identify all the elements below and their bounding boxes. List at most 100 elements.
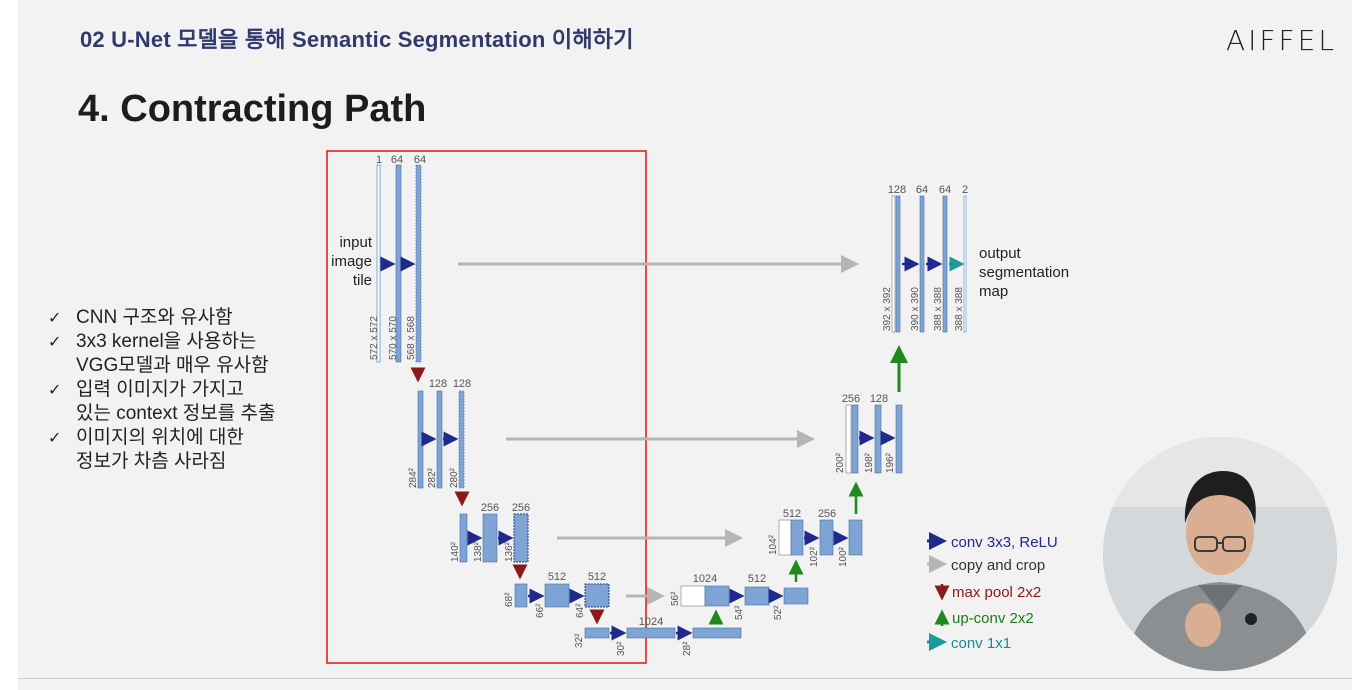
feature-map: [513, 513, 529, 563]
size-label: 200²: [835, 452, 846, 473]
feature-map: [680, 585, 706, 607]
size-label: 104²: [768, 534, 779, 555]
size-label: 66²: [535, 603, 546, 618]
slide-title: 4. Contracting Path: [78, 88, 427, 130]
feature-map: [845, 404, 852, 474]
size-label: 136²: [504, 541, 515, 562]
bullet-list: ✓ CNN 구조와 유사함 ✓ 3x3 kernel을 사용하는 VGG모델과 …: [48, 306, 275, 474]
feature-map: [514, 583, 528, 608]
size-label: 198²: [864, 452, 875, 473]
channel-label: 512: [548, 571, 566, 583]
size-label: 388 x 388: [933, 287, 944, 331]
feature-map: [819, 519, 834, 556]
check-icon: ✓: [48, 380, 62, 399]
feature-map: [692, 627, 742, 639]
size-label: 282²: [427, 467, 438, 488]
feature-map: [458, 390, 465, 489]
bullet-line: CNN 구조와 유사함: [76, 307, 233, 328]
channel-label: 128: [429, 378, 447, 390]
size-label: 68²: [504, 592, 515, 607]
bullet-line: 있는 context 정보를 추출: [76, 403, 276, 424]
size-label: 280²: [449, 467, 460, 488]
size-label: 568 x 568: [406, 316, 417, 360]
size-label: 52²: [773, 605, 784, 620]
channel-label: 256: [481, 502, 499, 514]
check-icon: ✓: [48, 332, 62, 351]
size-label: 138²: [473, 541, 484, 562]
size-label: 388 x 388: [954, 287, 965, 331]
bullet-line: 이미지의 위치에 대한: [76, 427, 244, 448]
channel-label: 128: [453, 378, 471, 390]
size-label: 56²: [670, 591, 681, 606]
size-label: 570 x 570: [388, 316, 399, 360]
bullet-item: ✓ CNN 구조와 유사함: [48, 306, 275, 330]
output-label-line: output: [979, 245, 1022, 262]
feature-map: [584, 627, 610, 639]
check-icon: ✓: [48, 428, 62, 447]
channel-label: 1024: [693, 573, 717, 585]
feature-map: [544, 583, 570, 608]
size-label: 392 x 392: [882, 287, 893, 331]
channel-label: 512: [783, 508, 801, 520]
channel-label: 64: [391, 154, 403, 166]
feature-map: [415, 164, 422, 363]
feature-map: [848, 519, 863, 556]
feature-map: [790, 519, 804, 556]
input-label-line: image: [331, 253, 372, 270]
channel-label: 2: [962, 184, 968, 196]
channel-label: 64: [939, 184, 951, 196]
legend-label: conv 1x1: [951, 635, 1011, 652]
bullet-line: VGG모델과 매우 유사함: [76, 355, 269, 376]
bullet-item: ✓ 이미지의 위치에 대한 정보가 차츰 사라짐: [48, 426, 275, 474]
bullet-line: 입력 이미지가 가지고: [76, 379, 244, 400]
presenter-webcam: [1103, 437, 1337, 671]
feature-map: [919, 195, 925, 333]
feature-map: [459, 513, 468, 563]
feature-map: [482, 513, 498, 563]
size-label: 140²: [450, 541, 461, 562]
feature-map: [436, 390, 443, 489]
level-3-right: 512 256 104² 102² 100²: [768, 481, 864, 567]
channel-label: 128: [888, 184, 906, 196]
input-label-line: tile: [353, 272, 372, 289]
legend-label: up-conv 2x2: [952, 610, 1034, 627]
contracting-path-highlight: [326, 150, 647, 664]
level-4-left: 512 512 68² 66² 64²: [504, 571, 610, 625]
input-label-line: input: [339, 234, 372, 251]
size-label: 54²: [734, 605, 745, 620]
size-label: 100²: [838, 546, 849, 567]
bullet-item: ✓ 3x3 kernel을 사용하는 VGG모델과 매우 유사함: [48, 330, 275, 378]
aiffel-logo: AIFFEL: [1226, 24, 1337, 57]
size-label: 30²: [616, 641, 627, 656]
size-label: 64²: [575, 603, 586, 618]
feature-map: [895, 195, 901, 333]
feature-map: [376, 164, 381, 363]
channel-label: 256: [842, 393, 860, 405]
feature-map: [891, 195, 896, 333]
level-4-right: 1024 512 56² 54² 52²: [670, 559, 809, 620]
footer-divider: [18, 678, 1352, 679]
feature-map: [874, 404, 882, 474]
legend-label: max pool 2x2: [952, 584, 1041, 601]
legend-label: conv 3x3, ReLU: [951, 534, 1058, 551]
feature-map: [744, 586, 770, 606]
feature-map: [778, 519, 792, 556]
presenter-image: [1103, 437, 1337, 671]
left-strip: [0, 0, 18, 690]
level-2-right: 256 128 200² 198² 196²: [835, 345, 908, 474]
feature-map: [895, 404, 903, 474]
output-label-line: map: [979, 283, 1008, 300]
bullet-line: 정보가 차츰 사라짐: [76, 451, 227, 472]
legend-label: copy and crop: [951, 557, 1045, 574]
size-label: 102²: [809, 546, 820, 567]
legend: conv 3x3, ReLU copy and crop max pool 2x…: [927, 532, 1058, 652]
feature-map: [851, 404, 859, 474]
size-label: 390 x 390: [910, 287, 921, 331]
size-label: 28²: [682, 641, 693, 656]
channel-label: 512: [588, 571, 606, 583]
feature-map: [626, 627, 676, 639]
size-label: 284²: [408, 467, 419, 488]
channel-label: 512: [748, 573, 766, 585]
feature-map: [942, 195, 948, 333]
